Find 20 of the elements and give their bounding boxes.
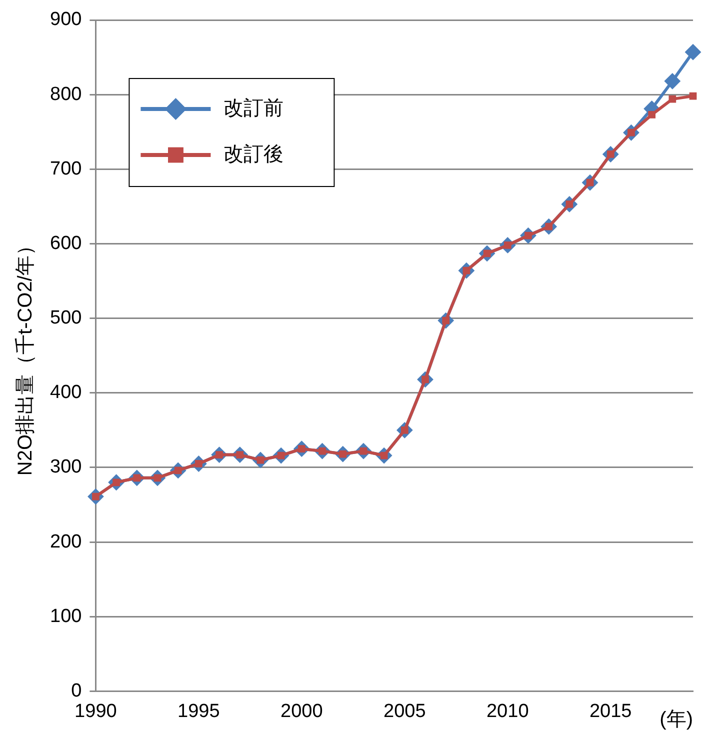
- x-tick-label: 2000: [280, 700, 323, 722]
- legend-label: 改訂後: [224, 144, 284, 166]
- y-tick-label: 800: [50, 84, 82, 105]
- y-tick-label: 700: [50, 158, 82, 180]
- x-tick-label: 1990: [74, 700, 117, 722]
- y-tick-label: 900: [50, 9, 82, 30]
- y-tick-label: 300: [50, 456, 82, 478]
- y-tick-label: 500: [50, 308, 82, 329]
- y-axis-title: N2O排出量（千t-CO2/年）: [14, 236, 37, 476]
- y-tick-label: 0: [71, 680, 82, 702]
- y-tick-label: 100: [50, 606, 82, 627]
- x-axis-title: (年): [660, 708, 693, 731]
- x-tick-label: 2005: [384, 700, 426, 722]
- legend-label: 改訂前: [224, 98, 284, 120]
- x-tick-label: 2010: [486, 700, 529, 722]
- y-tick-label: 400: [50, 382, 82, 404]
- y-tick-label: 200: [50, 531, 82, 552]
- y-tick-label: 600: [50, 232, 82, 254]
- x-tick-label: 2015: [589, 700, 632, 722]
- x-tick-label: 1995: [178, 700, 220, 722]
